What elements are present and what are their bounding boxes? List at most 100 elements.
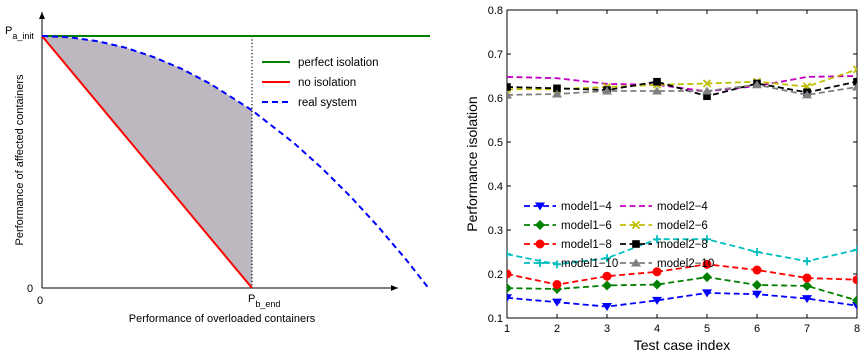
legend-marker-model1-4 [535,202,545,211]
data-point-model2-8 [507,83,511,91]
data-point-model1-6 [752,280,762,290]
y-tick-label: 0.4 [488,181,503,193]
data-point-model2-10 [507,90,512,99]
data-point-model1-6 [652,279,662,290]
data-point-model2-10 [702,86,712,95]
data-point-model1-8 [852,275,857,285]
data-point-model1-4 [802,295,812,304]
series-line-model2-8 [507,80,857,98]
legend-label-model1-4: model1−4 [561,201,612,213]
legend-label-model2-4: model2−4 [657,201,708,213]
left-chart: 0 Pb_end 0 Pa_init Performance of overloaded… [5,12,430,325]
series-line-model2-10 [507,83,857,96]
legend-label-model2-6: model2−6 [657,220,708,232]
data-point-model1-10 [553,260,561,269]
legend-marker-model2-8 [632,240,640,248]
x-tick-label-b-end: Pb_end [248,293,280,309]
legend-label-model2-10: model2−10 [657,258,714,270]
data-point-model1-8 [802,273,812,283]
data-point-model1-10 [853,245,857,254]
series-model1-4 [507,289,857,312]
series-line-model1-4 [507,291,857,308]
legend-item-model1-4: model1−4 [524,201,612,213]
legend-item-model1-8: model1−8 [524,239,612,251]
y-tick-label: 0.8 [488,5,503,17]
series-model1-10 [507,235,857,269]
data-point-model1-10 [603,254,611,263]
x-tick-label: 3 [604,323,610,335]
legend-item-model1-6: model1−6 [524,220,612,232]
data-point-model1-4 [702,289,712,298]
data-point-model2-10 [802,90,812,99]
data-point-model2-6 [852,65,857,74]
data-point-model1-6 [852,295,857,306]
x-tick-label: 4 [654,323,660,335]
y-tick-label: 0.1 [488,313,503,325]
y-axis-arrow [39,12,45,19]
y-axis-label: Performance of affected containers [14,74,26,246]
series-line-no-isolation [41,35,253,289]
data-point-model1-8 [552,280,562,290]
data-point-model1-8 [702,259,712,269]
data-point-model1-8 [507,269,512,279]
series-line-real-system [41,35,430,289]
series-line-model1-10 [507,238,857,266]
data-point-model2-10 [852,82,857,91]
series-model1-8 [507,259,857,290]
x-axis-arrow [391,285,398,291]
data-point-model2-10 [752,80,762,89]
data-point-model1-10 [753,248,761,256]
series-model2-10 [507,80,857,99]
legend-label-perfect-isolation: perfect isolation [298,57,379,69]
legend-label-model1-6: model1−6 [561,220,612,232]
legend-marker-model1-6 [535,220,545,230]
y-tick-label: 0.6 [488,93,503,105]
y-tick-label: 0.5 [488,137,503,149]
data-point-model2-8 [703,92,711,101]
x-tick-label: 0 [37,295,43,307]
data-point-model1-4 [602,303,612,312]
legend-label-model1-8: model1−8 [561,239,612,251]
legend-marker-model2-10 [631,258,641,267]
legend-label-model2-8: model2−8 [657,239,708,251]
data-point-model2-10 [652,86,662,95]
data-point-model1-4 [752,290,762,299]
data-point-model1-8 [752,265,762,275]
legend-marker-model2-6 [631,220,641,230]
data-point-model2-8 [853,77,857,86]
data-point-model1-8 [652,267,662,277]
data-point-model2-6 [702,79,712,88]
x-tick-label: 8 [854,323,860,335]
legend-label-real-system: real system [298,97,357,109]
x-axis-label: Test case index [634,337,731,353]
legend-item-model2-10: model2−10 [620,258,714,270]
y-tick-label: 0.2 [488,269,503,281]
legend-item-model2-8: model2−8 [620,239,708,251]
legend-marker-model1-8 [535,239,545,249]
legend-label-no-isolation: no isolation [298,77,356,89]
data-point-model1-10 [653,235,661,244]
data-point-model2-8 [553,84,561,93]
y-tick-label-a-init: Pa_init [5,25,34,41]
data-point-model2-10 [602,86,612,95]
data-point-model1-8 [602,271,612,281]
x-tick-label: 5 [704,323,710,335]
legend-item-model2-6: model2−6 [620,220,708,232]
data-point-model1-6 [507,283,512,294]
x-tick-label: 6 [754,323,760,335]
data-point-model1-6 [602,280,612,291]
data-point-model1-4 [507,294,512,303]
data-point-model1-10 [507,250,511,259]
legend-item-model1-10: model1−10 [524,258,618,270]
series-line-model1-8 [507,263,857,286]
data-point-model1-10 [703,235,711,244]
data-point-model1-10 [803,257,811,266]
plot-frame [506,9,858,319]
x-tick-label: 2 [554,323,560,335]
y-tick-label: 0.3 [488,225,503,237]
data-point-model1-6 [702,272,712,283]
x-tick-label: 1 [504,323,510,335]
data-point-model1-4 [852,302,857,311]
data-point-model2-8 [653,77,661,86]
x-tick-label: 7 [804,323,810,335]
